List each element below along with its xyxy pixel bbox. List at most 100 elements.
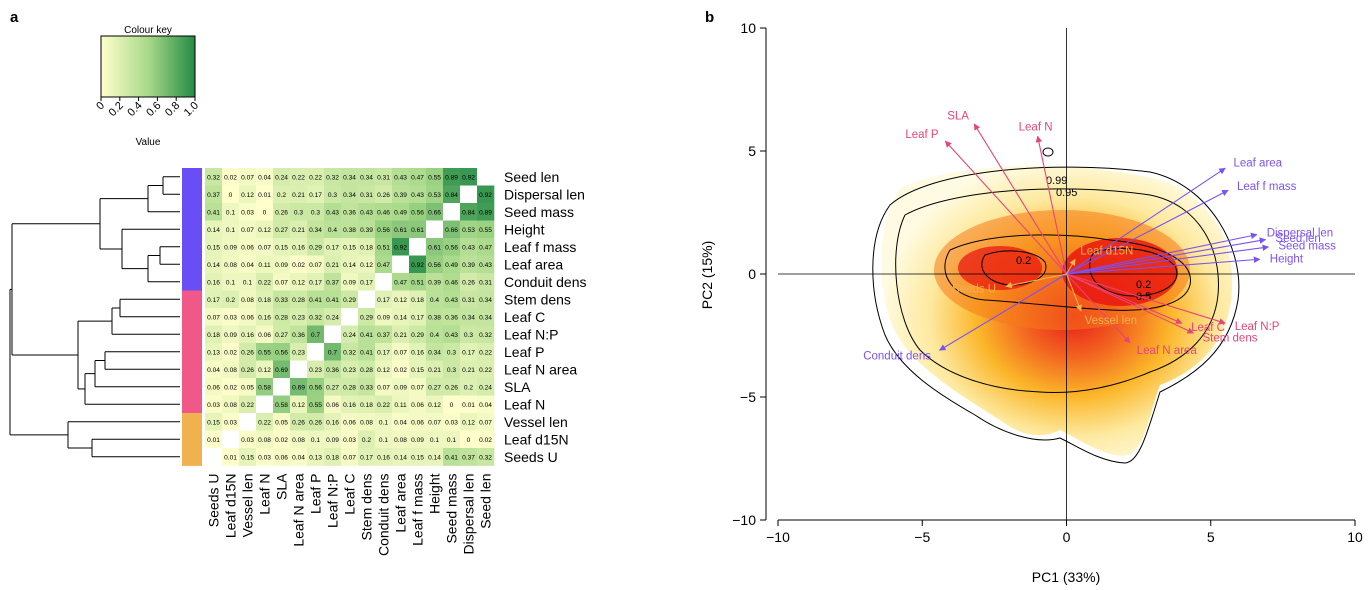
heatmap-cell bbox=[426, 220, 444, 239]
heatmap-cell bbox=[426, 413, 444, 431]
heatmap-cell bbox=[426, 238, 444, 256]
heatmap-cell-value: 0.61 bbox=[428, 244, 441, 251]
heatmap-cell-value: 0.34 bbox=[428, 349, 441, 356]
loading-label: Leaf N bbox=[1019, 121, 1053, 133]
heatmap-cell bbox=[460, 325, 478, 344]
heatmap-cell bbox=[426, 185, 444, 204]
heatmap-cell bbox=[392, 413, 410, 431]
col-label: Seed mass bbox=[444, 474, 460, 544]
heatmap-cell-value: 0.21 bbox=[428, 367, 441, 374]
heatmap-cell bbox=[409, 308, 427, 326]
heatmap-cell-value: 0.17 bbox=[207, 297, 220, 304]
heatmap-cell-value: 0.56 bbox=[275, 349, 288, 356]
heatmap-cell bbox=[409, 413, 427, 431]
heatmap-cell-value: 0.18 bbox=[360, 244, 373, 251]
heatmap-cell-value: 0.56 bbox=[445, 244, 458, 251]
heatmap-cell bbox=[426, 325, 444, 344]
heatmap-cell bbox=[273, 220, 291, 239]
heatmap-cell bbox=[477, 308, 495, 326]
col-label: Leaf N area bbox=[291, 473, 307, 546]
heatmap-cell bbox=[256, 255, 274, 274]
row-group-pink bbox=[182, 343, 202, 361]
row-dendrogram bbox=[9, 176, 180, 458]
heatmap-cell-value: 0.47 bbox=[411, 174, 424, 181]
row-label: Seed len bbox=[504, 169, 559, 185]
heatmap-cell-value: 0.16 bbox=[377, 454, 390, 461]
col-label: Height bbox=[427, 473, 443, 514]
heatmap-cell-value: 0.03 bbox=[445, 419, 458, 426]
heatmap-cell bbox=[290, 273, 308, 291]
heatmap-cell-value: 0.24 bbox=[326, 314, 339, 321]
heatmap-cell bbox=[392, 430, 410, 449]
x-tick-label: 10 bbox=[1347, 529, 1363, 545]
heatmap-cell bbox=[307, 448, 325, 466]
heatmap-cell-value: 0.55 bbox=[479, 227, 492, 234]
heatmap-cell bbox=[477, 220, 495, 239]
y-tick-label: 5 bbox=[748, 143, 756, 159]
heatmap-cell-value: 0.01 bbox=[258, 192, 271, 199]
heatmap-cell bbox=[273, 360, 291, 379]
heatmap-cell bbox=[460, 448, 478, 466]
heatmap-cell-value: 0.58 bbox=[258, 384, 271, 391]
heatmap-cell-value: 0.37 bbox=[326, 279, 339, 286]
heatmap-cell bbox=[222, 203, 240, 221]
heatmap-cell-value: 0.15 bbox=[241, 454, 254, 461]
heatmap-cell-value: 0.08 bbox=[394, 437, 407, 444]
heatmap-cell-value: 0.08 bbox=[292, 437, 305, 444]
heatmap-cell-value: 0.21 bbox=[394, 332, 407, 339]
heatmap-cell-value: 0.04 bbox=[394, 419, 407, 426]
heatmap-cell-value: 0.12 bbox=[292, 279, 305, 286]
heatmap-cell bbox=[256, 308, 274, 326]
heatmap-cell-value: 0.06 bbox=[241, 314, 254, 321]
heatmap-cell bbox=[341, 360, 359, 379]
heatmap-cell-value: 0.09 bbox=[411, 437, 424, 444]
heatmap-cell-value: 0.1 bbox=[226, 227, 235, 234]
heatmap-cell-value: 0.41 bbox=[326, 297, 339, 304]
heatmap-cell-value: 0.14 bbox=[207, 227, 220, 234]
heatmap-cell-value: 0.07 bbox=[207, 314, 220, 321]
y-tick-label: −5 bbox=[740, 389, 756, 405]
heatmap-cell bbox=[290, 448, 308, 466]
heatmap-cell-value: 0.22 bbox=[479, 367, 492, 374]
heatmap-cell bbox=[477, 378, 495, 396]
heatmap-cell bbox=[477, 360, 495, 379]
heatmap-cell bbox=[256, 448, 274, 466]
heatmap-cell bbox=[358, 308, 376, 326]
heatmap-cell bbox=[256, 360, 274, 379]
heatmap-cell bbox=[205, 325, 223, 344]
heatmap-cell-value: 0.06 bbox=[343, 419, 356, 426]
heatmap-cell-value: 0.32 bbox=[207, 174, 220, 181]
heatmap-cell bbox=[205, 168, 223, 186]
loading-arrow bbox=[1066, 167, 1226, 275]
heatmap-cell-value: 0.06 bbox=[411, 402, 424, 409]
heatmap-cell bbox=[256, 325, 274, 344]
heatmap-cell bbox=[222, 395, 240, 414]
heatmap-cell-value: 0.07 bbox=[309, 262, 322, 269]
heatmap-cell bbox=[239, 220, 257, 239]
heatmap-cell-value: 0.08 bbox=[224, 367, 237, 374]
heatmap-cell-value: 0.09 bbox=[326, 437, 339, 444]
heatmap-cell bbox=[290, 395, 308, 414]
heatmap-cell bbox=[307, 168, 325, 186]
heatmap-cell-value: 0.09 bbox=[343, 279, 356, 286]
heatmap-cell bbox=[290, 290, 308, 309]
heatmap-cell-value: 0.55 bbox=[309, 402, 322, 409]
heatmap-cell-value: 0.31 bbox=[462, 297, 475, 304]
heatmap-cell-value: 0.43 bbox=[445, 297, 458, 304]
row-group-orange bbox=[182, 413, 202, 431]
loading-label: SLA bbox=[947, 110, 969, 122]
heatmap-cell-value: 0.39 bbox=[462, 262, 475, 269]
row-label: Height bbox=[504, 221, 545, 237]
loading-label: Leaf P bbox=[905, 129, 939, 141]
heatmap-cell bbox=[426, 360, 444, 379]
heatmap-cell-value: 0.1 bbox=[311, 437, 320, 444]
heatmap-cell-value: 0.03 bbox=[241, 437, 254, 444]
heatmap-cell-value: 0.39 bbox=[360, 227, 373, 234]
row-label: Leaf P bbox=[504, 344, 544, 360]
heatmap-cell bbox=[375, 413, 393, 431]
col-label: Leaf N:P bbox=[325, 474, 341, 528]
heatmap-cell-value: 0.12 bbox=[360, 262, 373, 269]
col-label: Dispersal len bbox=[461, 474, 477, 555]
heatmap-cell bbox=[290, 203, 308, 221]
